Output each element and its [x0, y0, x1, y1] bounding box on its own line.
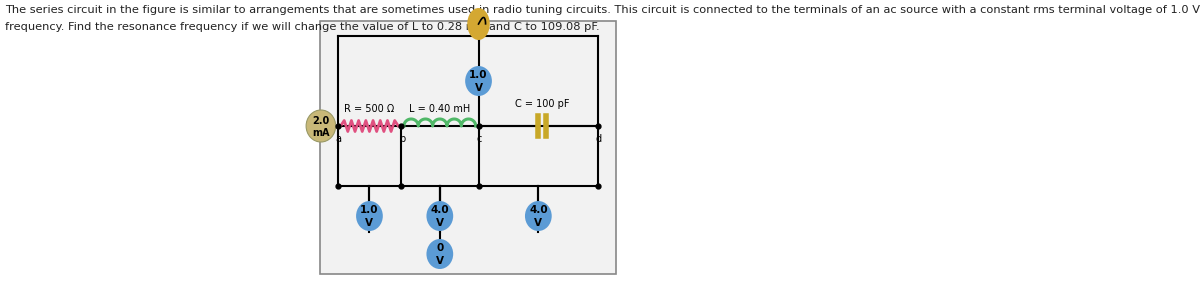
FancyBboxPatch shape [320, 21, 616, 274]
Text: V: V [474, 83, 482, 93]
Text: V: V [534, 218, 542, 228]
Text: 0: 0 [436, 243, 444, 253]
Ellipse shape [426, 201, 454, 231]
Text: frequency. Find the resonance frequency if we will change the value of L to 0.28: frequency. Find the resonance frequency … [5, 22, 600, 32]
Text: The series circuit in the figure is similar to arrangements that are sometimes u: The series circuit in the figure is simi… [5, 5, 1200, 15]
Text: 1.0: 1.0 [469, 70, 487, 80]
Text: V: V [436, 218, 444, 228]
Text: 2.0: 2.0 [312, 116, 330, 126]
Text: a: a [336, 134, 342, 144]
Text: C = 100 pF: C = 100 pF [515, 99, 569, 109]
Text: 4.0: 4.0 [529, 205, 547, 215]
Text: d: d [595, 134, 602, 144]
Ellipse shape [426, 239, 454, 269]
Ellipse shape [356, 201, 383, 231]
Text: 1.0: 1.0 [360, 205, 379, 215]
Text: L = 0.40 mH: L = 0.40 mH [409, 104, 470, 114]
Text: V: V [366, 218, 373, 228]
Text: V: V [436, 256, 444, 266]
Text: 4.0: 4.0 [431, 205, 449, 215]
Text: c: c [476, 134, 482, 144]
Text: R = 500 Ω: R = 500 Ω [344, 104, 395, 114]
Text: b: b [398, 134, 404, 144]
Ellipse shape [466, 66, 492, 96]
Ellipse shape [524, 201, 552, 231]
Circle shape [467, 8, 490, 40]
Ellipse shape [306, 110, 336, 142]
Text: mA: mA [312, 128, 330, 138]
